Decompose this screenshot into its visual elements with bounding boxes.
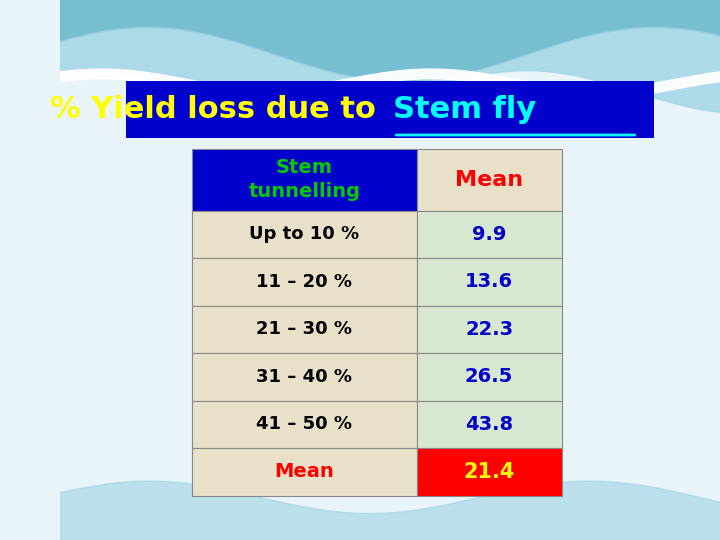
FancyBboxPatch shape [417, 353, 562, 401]
FancyBboxPatch shape [192, 306, 417, 353]
FancyBboxPatch shape [192, 258, 417, 306]
Text: 21 – 30 %: 21 – 30 % [256, 320, 352, 339]
Text: 21.4: 21.4 [464, 462, 515, 482]
Text: 13.6: 13.6 [465, 272, 513, 292]
Text: Mean: Mean [274, 462, 334, 482]
Text: % Yield loss due to: % Yield loss due to [50, 94, 387, 124]
FancyBboxPatch shape [417, 211, 562, 258]
Text: 31 – 40 %: 31 – 40 % [256, 368, 352, 386]
Text: Stem
tunnelling: Stem tunnelling [248, 158, 361, 201]
FancyBboxPatch shape [192, 401, 417, 448]
FancyBboxPatch shape [417, 306, 562, 353]
FancyBboxPatch shape [126, 81, 654, 138]
Text: 26.5: 26.5 [465, 367, 513, 387]
Text: 11 – 20 %: 11 – 20 % [256, 273, 352, 291]
FancyBboxPatch shape [192, 211, 417, 258]
FancyBboxPatch shape [417, 448, 562, 496]
FancyBboxPatch shape [192, 353, 417, 401]
FancyBboxPatch shape [417, 258, 562, 306]
FancyBboxPatch shape [192, 148, 417, 211]
Text: Stem fly: Stem fly [393, 94, 536, 124]
Text: Up to 10 %: Up to 10 % [249, 225, 359, 244]
Text: 43.8: 43.8 [465, 415, 513, 434]
Text: 41 – 50 %: 41 – 50 % [256, 415, 352, 434]
FancyBboxPatch shape [192, 448, 417, 496]
FancyBboxPatch shape [417, 401, 562, 448]
Text: Mean: Mean [455, 170, 523, 190]
Text: 22.3: 22.3 [465, 320, 513, 339]
FancyBboxPatch shape [417, 148, 562, 211]
Text: 9.9: 9.9 [472, 225, 506, 244]
